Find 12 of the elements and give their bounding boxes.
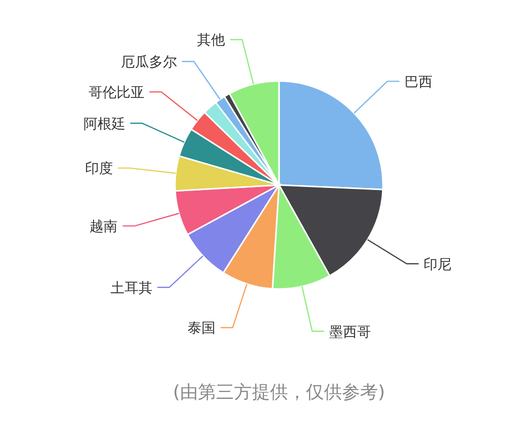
- slice-label: 印度: [84, 161, 113, 178]
- slice-label: 巴西: [404, 74, 432, 90]
- slice-label: 泰国: [188, 320, 216, 337]
- text: (由第三方提供，仅供参考): [172, 382, 386, 403]
- slice-label: 阿根廷: [83, 116, 126, 132]
- slice-label: 其他: [197, 32, 226, 49]
- slice-label: 墨西哥: [329, 324, 372, 340]
- slice-label: 越南: [90, 218, 118, 235]
- slice-label: 厄瓜多尔: [120, 54, 177, 70]
- slice-label: 土耳其: [110, 280, 152, 296]
- slice-label: 哥伦比亚: [88, 84, 144, 101]
- slice-label: 印尼: [424, 256, 452, 273]
